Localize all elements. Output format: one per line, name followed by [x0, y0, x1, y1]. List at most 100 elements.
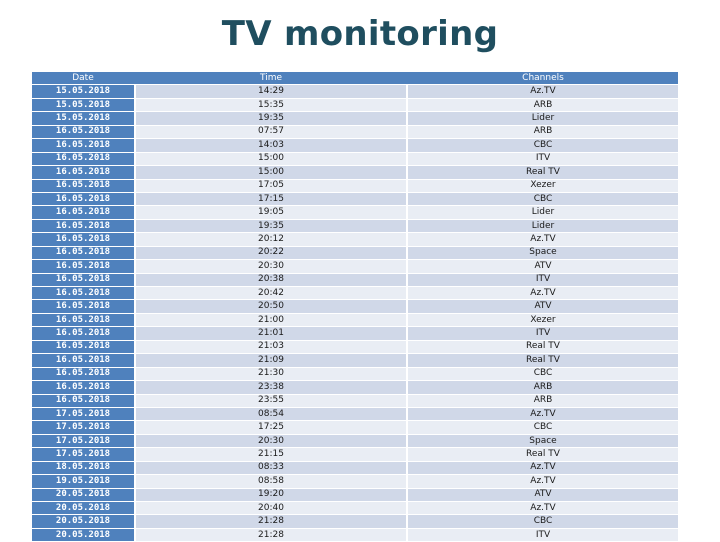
- column-divider: [406, 98, 408, 113]
- time-cell: 19:05: [136, 205, 406, 220]
- time-cell: 20:40: [136, 501, 406, 516]
- channel-cell: Real TV: [408, 447, 678, 462]
- time-cell: 23:55: [136, 394, 406, 408]
- time-cell: 14:03: [136, 138, 406, 153]
- channel-cell: Az.TV: [408, 232, 678, 247]
- channel-cell: Real TV: [408, 340, 678, 355]
- column-divider: [134, 232, 136, 247]
- table-body: 15.05.2018 14:29 Az.TV 15.05.2018 15:35 ARB 15…: [32, 84, 678, 542]
- page-title: TV monitoring: [221, 14, 499, 54]
- table-row: 17.05.2018 17:25 CBC: [32, 420, 678, 435]
- table-row: 20.05.2018 19:20 ATV: [32, 488, 678, 503]
- channel-cell: Xezer: [408, 179, 678, 193]
- time-cell: 20:42: [136, 286, 406, 301]
- date-cell: 15.05.2018: [32, 84, 134, 99]
- table-row: 16.05.2018 20:42 Az.TV: [32, 286, 678, 301]
- channel-cell: ARB: [408, 125, 678, 140]
- table-row: 15.05.2018 19:35 Lider: [32, 111, 678, 126]
- column-divider: [134, 394, 136, 408]
- table-row: 16.05.2018 14:03 CBC: [32, 138, 678, 153]
- channel-cell: ARB: [408, 380, 678, 395]
- column-divider: [406, 286, 408, 301]
- channel-cell: ATV: [408, 488, 678, 503]
- table-row: 17.05.2018 08:54 Az.TV: [32, 407, 678, 422]
- time-cell: 19:35: [136, 219, 406, 234]
- date-cell: 15.05.2018: [32, 98, 134, 113]
- time-cell: 20:12: [136, 232, 406, 247]
- column-divider: [134, 488, 136, 503]
- channel-cell: Lider: [408, 219, 678, 234]
- date-cell: 16.05.2018: [32, 340, 134, 355]
- date-cell: 17.05.2018: [32, 420, 134, 435]
- date-cell: 17.05.2018: [32, 434, 134, 449]
- column-divider: [134, 98, 136, 113]
- channel-cell: ITV: [408, 152, 678, 167]
- date-cell: 16.05.2018: [32, 394, 134, 408]
- column-divider: [406, 461, 408, 476]
- time-cell: 20:30: [136, 259, 406, 274]
- channel-cell: ARB: [408, 394, 678, 408]
- column-divider: [134, 138, 136, 153]
- time-cell: 20:50: [136, 299, 406, 314]
- channel-cell: Space: [408, 246, 678, 261]
- column-divider: [406, 84, 408, 99]
- column-divider: [406, 447, 408, 462]
- column-divider: [406, 246, 408, 261]
- table-row: 20.05.2018 21:28 CBC: [32, 514, 678, 529]
- column-divider: [406, 313, 408, 328]
- column-divider: [134, 192, 136, 207]
- column-divider: [134, 246, 136, 261]
- time-cell: 21:03: [136, 340, 406, 355]
- table-row: 16.05.2018 19:35 Lider: [32, 219, 678, 234]
- channel-cell: Az.TV: [408, 461, 678, 476]
- column-divider: [406, 514, 408, 529]
- table-row: 15.05.2018 15:35 ARB: [32, 98, 678, 113]
- channel-cell: ARB: [408, 98, 678, 113]
- time-cell: 23:38: [136, 380, 406, 395]
- column-divider: [406, 380, 408, 395]
- table-row: 16.05.2018 20:30 ATV: [32, 259, 678, 274]
- column-divider: [406, 394, 408, 408]
- column-divider: [134, 514, 136, 529]
- column-divider: [406, 125, 408, 140]
- time-cell: 20:30: [136, 434, 406, 449]
- column-divider: [406, 474, 408, 489]
- time-cell: 14:29: [136, 84, 406, 99]
- channel-cell: CBC: [408, 138, 678, 153]
- time-cell: 08:58: [136, 474, 406, 489]
- channel-cell: Az.TV: [408, 407, 678, 422]
- channel-cell: Az.TV: [408, 501, 678, 516]
- column-divider: [134, 501, 136, 516]
- monitoring-table: Date Time Channels 15.05.2018 14:29 Az.TV 1…: [32, 72, 678, 542]
- time-cell: 15:35: [136, 98, 406, 113]
- column-divider: [406, 488, 408, 503]
- header-channels: Channels: [408, 72, 678, 86]
- date-cell: 20.05.2018: [32, 501, 134, 516]
- column-divider: [134, 152, 136, 167]
- channel-cell: Az.TV: [408, 286, 678, 301]
- column-divider: [134, 84, 136, 99]
- channel-cell: Space: [408, 434, 678, 449]
- table-row: 16.05.2018 20:38 ITV: [32, 273, 678, 288]
- date-cell: 16.05.2018: [32, 165, 134, 180]
- time-cell: 21:30: [136, 367, 406, 382]
- date-cell: 15.05.2018: [32, 111, 134, 126]
- date-cell: 16.05.2018: [32, 219, 134, 234]
- date-cell: 16.05.2018: [32, 259, 134, 274]
- table-row: 17.05.2018 20:30 Space: [32, 434, 678, 449]
- table-row: 16.05.2018 21:01 ITV: [32, 326, 678, 341]
- table-row: 16.05.2018 21:00 Xezer: [32, 313, 678, 328]
- time-cell: 08:54: [136, 407, 406, 422]
- date-cell: 20.05.2018: [32, 528, 134, 542]
- time-cell: 20:38: [136, 273, 406, 288]
- column-divider: [134, 353, 136, 368]
- table-row: 17.05.2018 21:15 Real TV: [32, 447, 678, 462]
- table-row: 16.05.2018 23:55 ARB: [32, 394, 678, 408]
- date-cell: 16.05.2018: [32, 326, 134, 341]
- column-divider: [134, 273, 136, 288]
- column-divider: [134, 420, 136, 435]
- table-header-row: Date Time Channels: [32, 72, 678, 86]
- column-divider: [406, 205, 408, 220]
- column-divider: [406, 179, 408, 193]
- date-cell: 16.05.2018: [32, 380, 134, 395]
